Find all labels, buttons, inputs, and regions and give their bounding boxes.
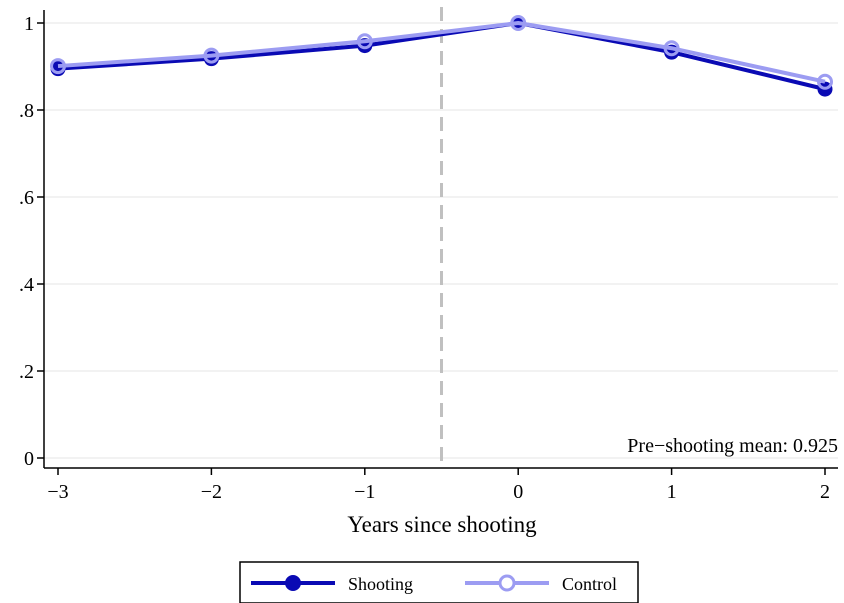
y-axis: 0 .2 .4 .6 .8 1 [19,10,45,470]
y-tick-label: .8 [19,100,34,122]
y-tick-label: .6 [19,187,34,209]
point-control [817,73,833,90]
legend-marker-control [498,574,516,592]
pre-shooting-mean-annotation: Pre−shooting mean: 0.925 [627,435,838,457]
series-line-shooting [57,21,826,92]
legend-marker-shooting [285,575,301,591]
point-control [203,47,220,64]
point-control [50,58,66,75]
y-tick-label: .4 [19,274,34,296]
x-axis-title: Years since shooting [347,512,537,537]
legend-label-shooting: Shooting [348,574,413,594]
legend-label-control: Control [562,574,617,594]
x-tick-label: 2 [820,481,830,503]
x-tick-label: 0 [513,481,523,503]
point-control [663,40,680,57]
series-layer [50,15,833,97]
y-tick-label: 0 [24,448,34,470]
x-axis: −3 −2 −1 0 1 2 [44,467,838,503]
point-control [356,33,373,50]
x-tick-label: −1 [354,481,375,503]
y-tick-label: .2 [19,361,34,383]
point-control [510,15,527,31]
x-tick-label: −3 [47,481,68,503]
x-tick-label: −2 [201,481,222,503]
legend: Shooting Control [239,561,639,603]
x-tick-label: 1 [667,481,677,503]
series-line-control [57,21,826,84]
y-tick-label: 1 [24,13,34,35]
